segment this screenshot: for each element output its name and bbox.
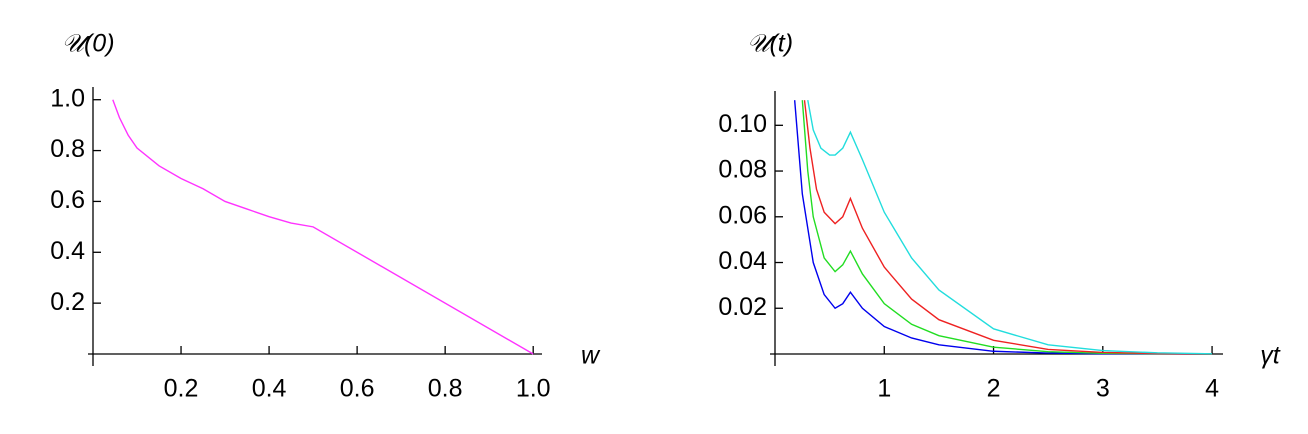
y-tick-label: 0.2 [50,288,85,316]
series-line [803,100,1213,355]
x-tick-label: 0.6 [340,375,375,403]
y-tick-label: 0.02 [718,293,767,321]
x-axis-label: w [581,342,601,370]
series-line [793,100,1213,355]
x-tick-label: 1.0 [516,375,551,403]
x-tick-label: 0.4 [252,375,287,403]
series-line [112,99,534,355]
x-tick-label: 1 [877,375,891,403]
series-line [807,100,1213,355]
x-tick-label: 3 [1096,375,1110,403]
x-tick-label: 0.2 [164,375,199,403]
y-tick-label: 0.8 [50,135,85,163]
series-line [801,100,1213,355]
x-axis-label: γt [1260,342,1281,370]
x-tick-label: 0.8 [428,375,463,403]
y-tick-label: 0.4 [50,237,85,265]
y-tick-label: 0.06 [718,201,767,229]
y-axis-label: 𝒰(t) [747,30,793,58]
y-tick-label: 1.0 [50,84,85,112]
y-tick-label: 0.6 [50,186,85,214]
y-tick-label: 0.04 [718,247,767,275]
x-tick-label: 2 [987,375,1001,403]
y-tick-label: 0.10 [718,110,767,138]
y-tick-label: 0.08 [718,156,767,184]
y-axis-label: 𝒰(0) [61,30,114,58]
x-tick-label: 4 [1205,375,1219,403]
